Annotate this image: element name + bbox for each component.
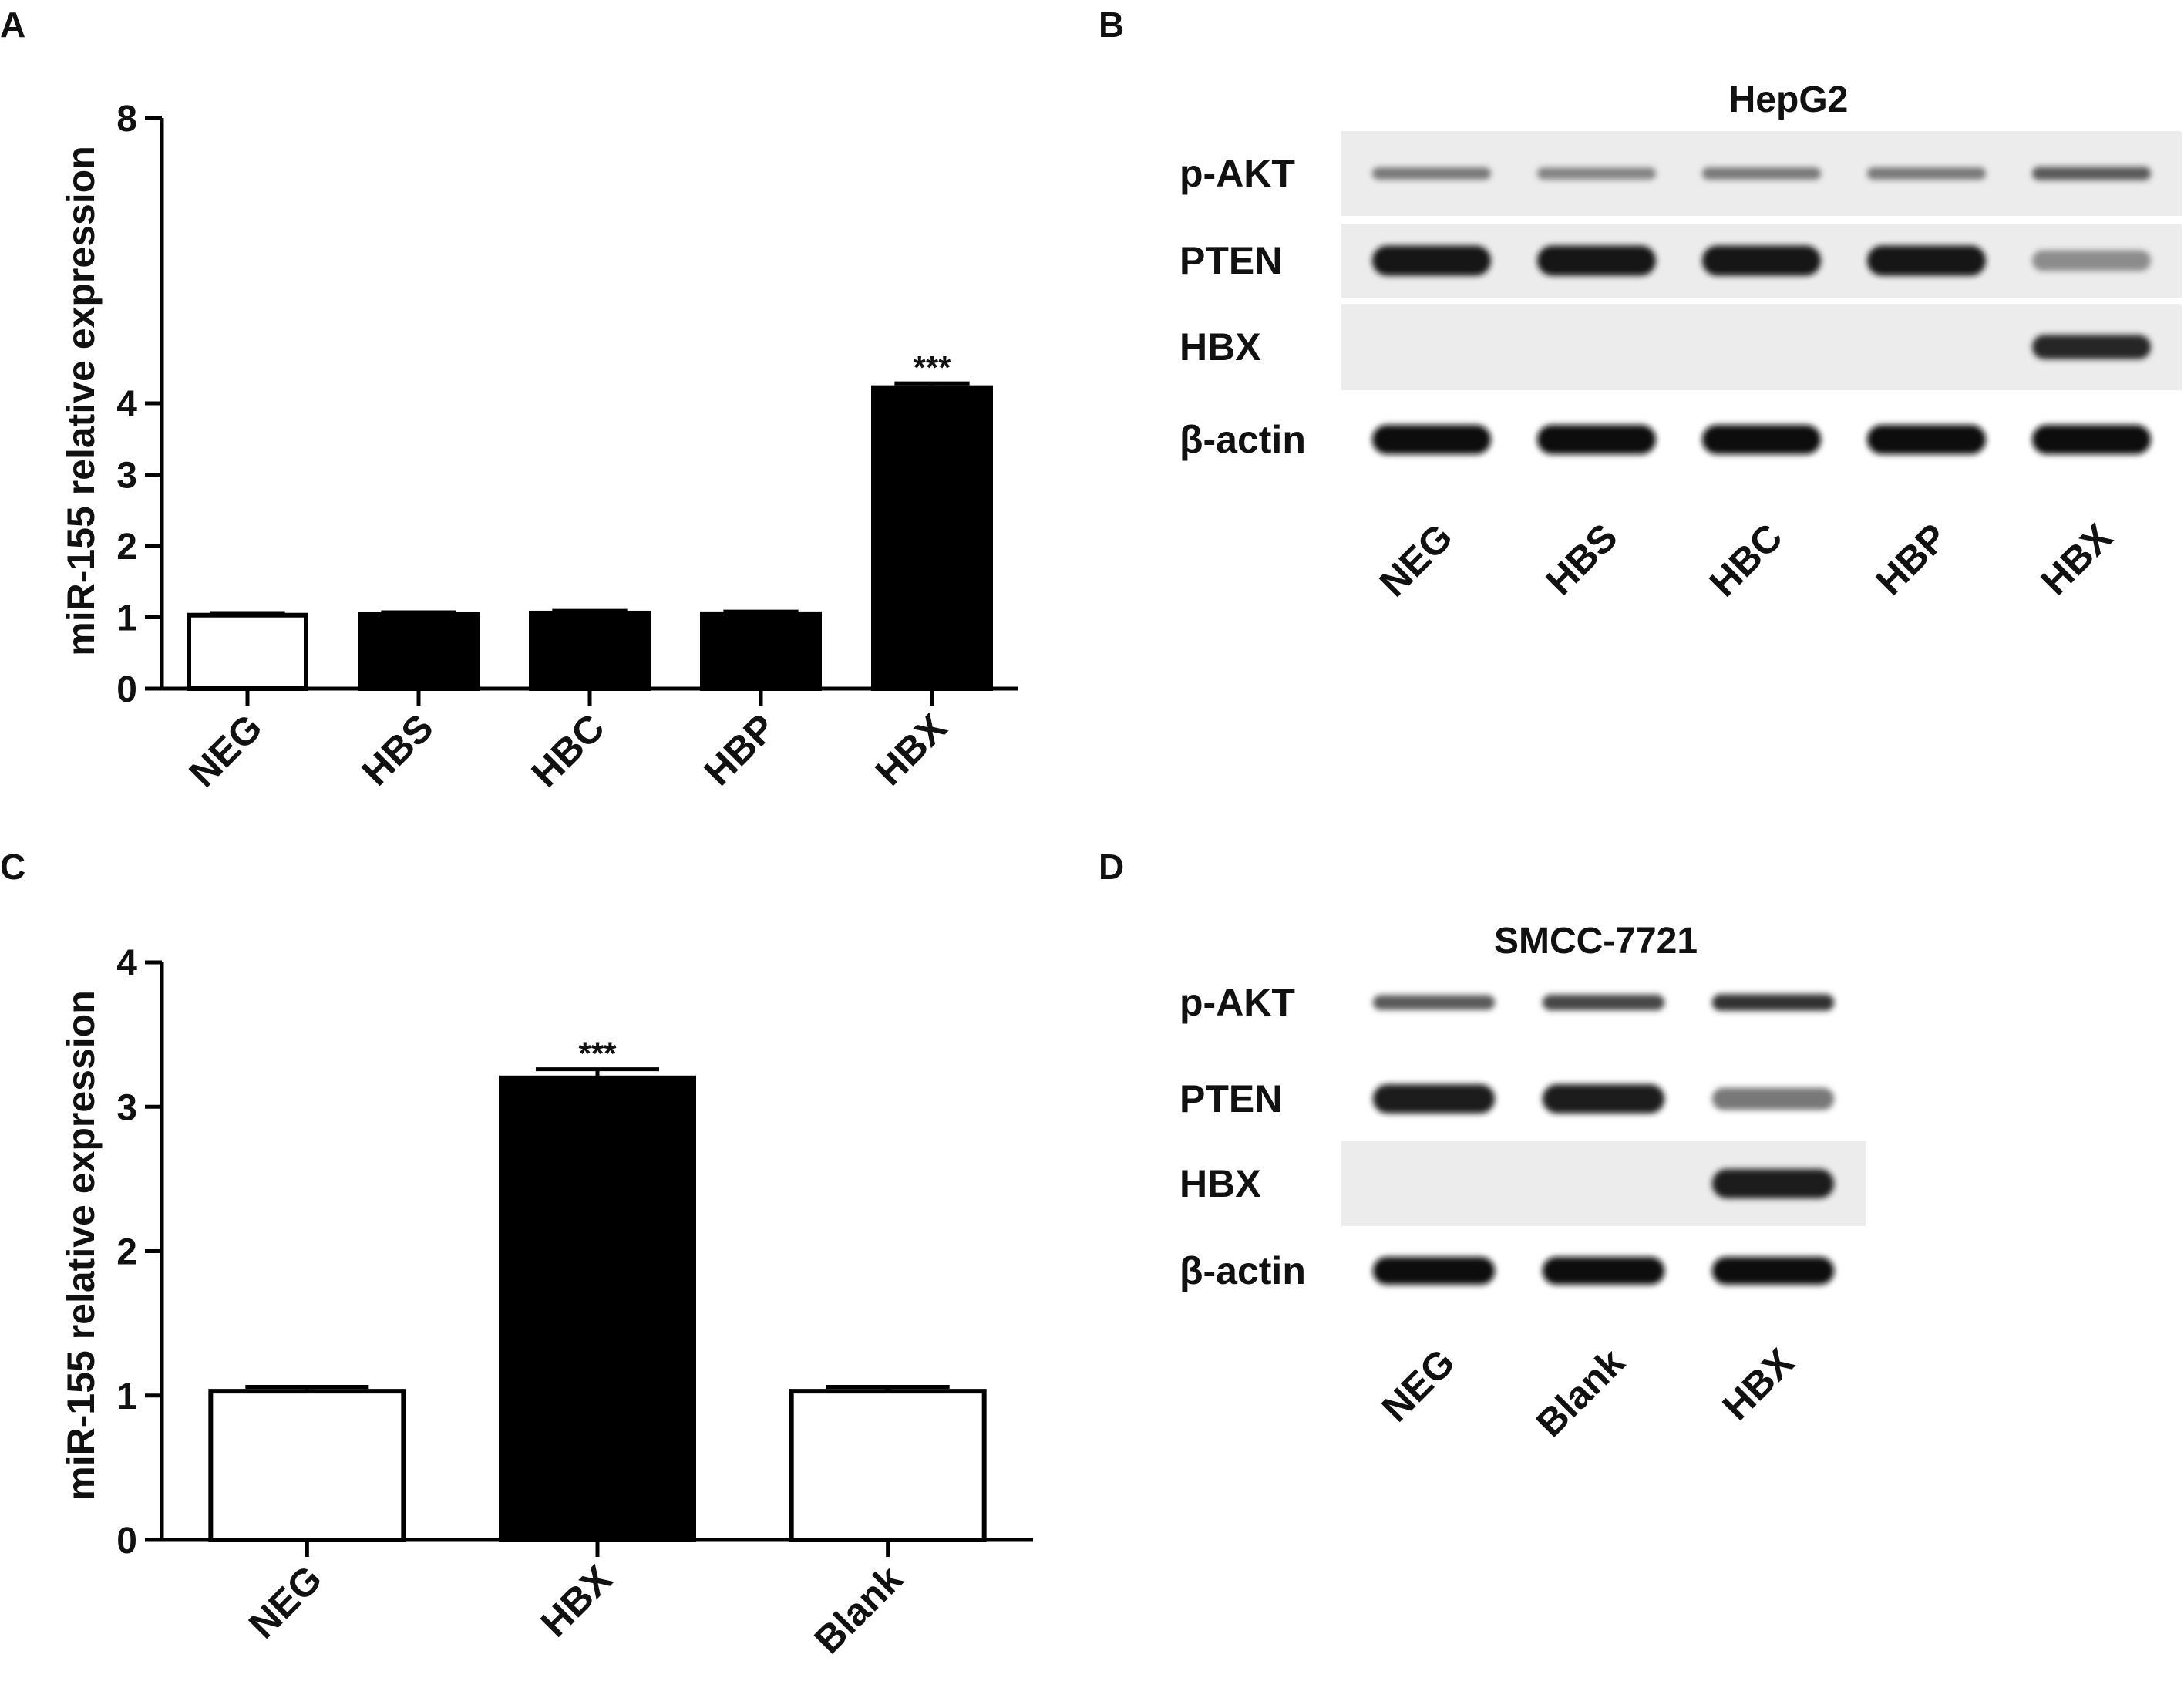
bar-hbx [499, 1075, 696, 1543]
blot-row-label: p-AKT [1179, 152, 1295, 195]
blot-row-label: p-AKT [1179, 981, 1295, 1024]
blot-band [1371, 167, 1492, 180]
y-tick-label: 8 [116, 99, 137, 140]
blot-row-label: β-actin [1179, 1249, 1306, 1292]
bar-blank [789, 1389, 987, 1542]
blot-title-b: HepG2 [1729, 79, 1849, 120]
blot-band [1866, 425, 1987, 454]
western-blot-d: SMCC-7721 p-AKT PTEN HBX β-actin NEG Blank HBX [1179, 921, 1866, 1445]
blot-band [1371, 425, 1492, 454]
blot-band [1711, 994, 1835, 1011]
blot-band [1701, 425, 1822, 454]
bar-hbp [700, 611, 822, 691]
significance-marker: *** [913, 349, 951, 386]
y-tick-label: 4 [116, 943, 137, 984]
blot-band [1371, 245, 1492, 276]
blot-band [2031, 250, 2152, 271]
y-axis-title-a: miR-155 relative expression [59, 146, 103, 655]
blot-band [1536, 245, 1657, 276]
blot-lane-label: HBX [2033, 515, 2121, 603]
blot-lane-label: HBC [1701, 515, 1791, 605]
bar-chart-a: miR-155 relative expression 0 1 2 3 4 8 NEG HBS… [59, 99, 1018, 795]
significance-marker: *** [578, 1036, 617, 1072]
blot-row-label: PTEN [1179, 239, 1282, 282]
blot-lane-label: Blank [1528, 1340, 1633, 1445]
blot-band [1711, 1257, 1835, 1285]
blot-band [1701, 245, 1822, 276]
y-tick-label: 0 [116, 669, 137, 710]
blot-band [2031, 335, 2152, 359]
blot-band [1536, 425, 1657, 454]
x-tick-label: HBS [354, 706, 442, 793]
blot-lane-label: HBP [1868, 515, 1956, 603]
bar-hbx [871, 385, 993, 691]
bar-chart-c: miR-155 relative expression 0 1 2 3 4 NEG HBX *… [59, 943, 1033, 1662]
blot-band [1536, 167, 1657, 180]
bar-neg [187, 612, 308, 691]
y-tick-label: 4 [116, 384, 137, 425]
bar-neg [208, 1389, 406, 1542]
blot-band [1372, 995, 1496, 1010]
y-tick-label: 2 [116, 1232, 137, 1273]
blot-lane-label: HBS [1538, 515, 1626, 603]
blot-row-label: HBX [1179, 1162, 1261, 1205]
y-axis-title-c: miR-155 relative expression [59, 990, 103, 1500]
y-tick-label: 1 [116, 1376, 137, 1417]
blot-band [1542, 1084, 1665, 1114]
x-tick-label: NEG [181, 706, 271, 795]
blot-band [1711, 1169, 1835, 1198]
blot-band [1866, 245, 1987, 276]
blot-band [2031, 425, 2152, 454]
blot-band [1372, 1084, 1496, 1114]
x-tick-label: HBP [696, 706, 784, 793]
blot-band [1711, 1087, 1835, 1110]
y-tick-label: 1 [116, 598, 137, 639]
x-tick-label: NEG [241, 1557, 330, 1646]
y-tick-label: 3 [116, 1087, 137, 1128]
x-tick-label: HBX [533, 1557, 621, 1645]
blot-band [1542, 994, 1665, 1011]
blot-row-label: HBX [1179, 325, 1261, 369]
blot-band [1701, 167, 1822, 180]
panel-label-a: A [0, 5, 25, 45]
western-blot-b: HepG2 p-AKT PTEN HBX β-actin NEG HBS HBC HBP HBX [1179, 79, 2182, 605]
blot-row-label: β-actin [1179, 418, 1306, 461]
blot-band [1542, 1257, 1665, 1285]
y-tick-label: 0 [116, 1521, 137, 1562]
blot-row-label: PTEN [1179, 1077, 1282, 1120]
x-tick-label: HBC [523, 706, 613, 795]
y-tick-label: 2 [116, 527, 137, 568]
bar-hbc [529, 610, 651, 692]
panel-label-b: B [1099, 5, 1124, 45]
blot-lane-label: NEG [1371, 515, 1461, 605]
panel-label-c: C [0, 847, 25, 887]
x-tick-label: Blank [806, 1557, 911, 1662]
blot-band [1372, 1257, 1496, 1285]
panel-label-d: D [1099, 847, 1124, 887]
blot-title-d: SMCC-7721 [1494, 921, 1698, 962]
y-tick-label: 3 [116, 456, 137, 497]
blot-band [2031, 167, 2152, 180]
blot-lane-label: NEG [1374, 1340, 1463, 1430]
x-tick-label: HBX [867, 706, 955, 793]
bar-hbs [358, 612, 480, 691]
blot-band [1866, 167, 1987, 180]
blot-lane-label: HBX [1715, 1340, 1802, 1428]
